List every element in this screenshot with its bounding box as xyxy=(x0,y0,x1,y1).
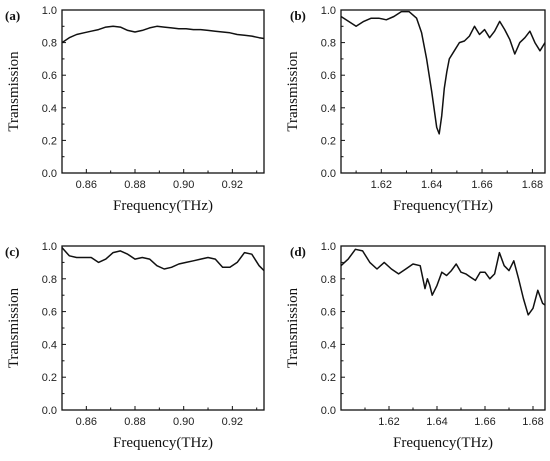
x-tick-label: 1.64 xyxy=(426,416,447,428)
x-tick-label: 0.90 xyxy=(173,416,194,428)
panel-label: (d) xyxy=(290,244,306,259)
y-tick-label: 0.8 xyxy=(42,274,57,286)
panel-c: (c) 0.0 0.2 0.4 0.6 0.8 1.0 0.86 0.88 0.90 0.92 Fre… xyxy=(5,241,265,451)
y-tick-label: 0.4 xyxy=(321,103,336,115)
y-tick-label: 0.0 xyxy=(321,405,336,417)
series-line xyxy=(341,10,545,135)
x-tick-label: 0.90 xyxy=(173,179,194,191)
panel-label: (c) xyxy=(5,244,19,259)
panel-label: (b) xyxy=(290,8,306,23)
x-axis-title: Frequency(THz) xyxy=(113,198,213,214)
x-axis-title: Frequency(THz) xyxy=(113,435,213,451)
y-tick-label: 1.0 xyxy=(42,241,57,253)
x-axis-title: Frequency(THz) xyxy=(393,198,493,214)
y-tick-label: 0.2 xyxy=(321,372,336,384)
x-tick-label: 1.66 xyxy=(474,416,495,428)
y-tick-label: 0.2 xyxy=(321,135,336,147)
panel-b: (b) 0.0 0.2 0.4 0.6 0.8 1.0 1.62 1.64 1.66 1.68 Fre… xyxy=(285,5,546,214)
x-tick-label: 0.92 xyxy=(222,179,243,191)
x-tick-label: 1.68 xyxy=(522,416,543,428)
y-tick-label: 1.0 xyxy=(321,5,336,17)
y-tick-label: 0.4 xyxy=(321,339,336,351)
plot-frame xyxy=(340,245,546,411)
x-tick-label: 1.64 xyxy=(421,179,442,191)
y-tick-label: 0.8 xyxy=(321,38,336,50)
plot-frame xyxy=(61,245,265,411)
y-axis-title: Transmission xyxy=(6,287,22,368)
series-line xyxy=(341,248,545,316)
panel-a: (a) 0.0 0.2 0.4 0.6 0.8 1.0 0.86 0.88 0.90 0.92 Fre… xyxy=(5,5,265,214)
x-tick-label: 0.86 xyxy=(76,179,97,191)
x-tick-label: 1.62 xyxy=(378,416,399,428)
y-tick-label: 1.0 xyxy=(321,241,336,253)
y-tick-label: 0.8 xyxy=(321,274,336,286)
y-tick-label: 0.8 xyxy=(42,38,57,50)
y-tick-label: 0.6 xyxy=(42,70,57,82)
x-tick-label: 1.68 xyxy=(522,179,543,191)
x-tick-label: 0.88 xyxy=(124,179,145,191)
x-tick-label: 1.66 xyxy=(471,179,492,191)
y-tick-label: 0.4 xyxy=(42,103,57,115)
y-tick-label: 0.4 xyxy=(42,339,57,351)
y-tick-label: 0.0 xyxy=(42,168,57,180)
panel-label: (a) xyxy=(5,8,20,23)
x-tick-label: 0.92 xyxy=(222,416,243,428)
x-tick-label: 1.62 xyxy=(371,179,392,191)
y-axis-title: Transmission xyxy=(285,287,301,368)
y-tick-label: 0.2 xyxy=(42,135,57,147)
y-tick-label: 1.0 xyxy=(42,5,57,17)
x-tick-label: 0.86 xyxy=(76,416,97,428)
x-axis-title: Frequency(THz) xyxy=(393,435,493,451)
y-tick-label: 0.6 xyxy=(42,307,57,319)
y-tick-label: 0.0 xyxy=(321,168,336,180)
series-line xyxy=(62,25,264,44)
y-axis-title: Transmission xyxy=(6,51,22,132)
y-tick-label: 0.6 xyxy=(321,307,336,319)
y-tick-label: 0.6 xyxy=(321,70,336,82)
x-tick-label: 0.88 xyxy=(124,416,145,428)
plot-frame xyxy=(340,9,546,174)
y-axis-title: Transmission xyxy=(285,51,301,132)
y-tick-label: 0.0 xyxy=(42,405,57,417)
series-line xyxy=(62,246,264,272)
panel-d: (d) 0.0 0.2 0.4 0.6 0.8 1.0 1.62 1.64 1.66 1.68 Fre… xyxy=(285,241,546,451)
y-tick-label: 0.2 xyxy=(42,372,57,384)
